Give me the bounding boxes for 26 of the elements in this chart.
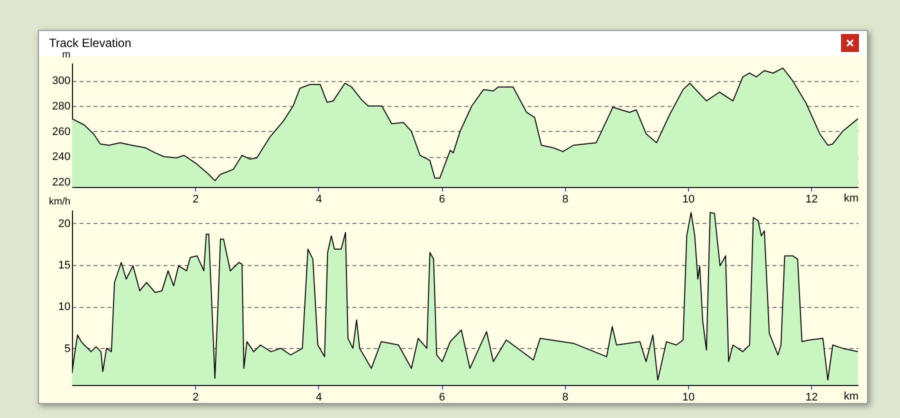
x-axis-title: km: [844, 192, 858, 204]
y-tick-label: 220: [52, 176, 70, 188]
x-tick-label: 8: [562, 392, 568, 404]
x-tick-label: 6: [439, 392, 446, 404]
y-tick-label: 5: [64, 342, 70, 355]
x-tick-label: 2: [192, 194, 199, 206]
x-tick-label: 6: [439, 194, 446, 206]
x-tick-label: 12: [806, 194, 818, 206]
y-tick-label: 15: [58, 260, 70, 272]
x-tick-label: 8: [562, 194, 568, 206]
x-tick-label: 12: [806, 392, 818, 404]
y-tick-label: 260: [52, 126, 70, 138]
y-tick-label: 240: [52, 151, 70, 164]
x-tick-label: 4: [316, 194, 322, 206]
x-tick-label: 4: [316, 392, 322, 404]
y-tick-label: 20: [58, 218, 70, 230]
y-tick-label: 280: [52, 100, 70, 113]
y-tick-label: 10: [58, 301, 70, 314]
x-tick-label: 10: [682, 194, 695, 206]
y-axis-title: m: [62, 50, 70, 60]
x-axis-title: km: [844, 390, 858, 402]
y-tick-label: 300: [52, 75, 70, 88]
x-tick-label: 10: [682, 392, 695, 404]
y-axis-title: km/h: [48, 196, 70, 208]
chart-title: Track Elevation: [49, 36, 132, 50]
x-tick-label: 2: [192, 392, 199, 404]
